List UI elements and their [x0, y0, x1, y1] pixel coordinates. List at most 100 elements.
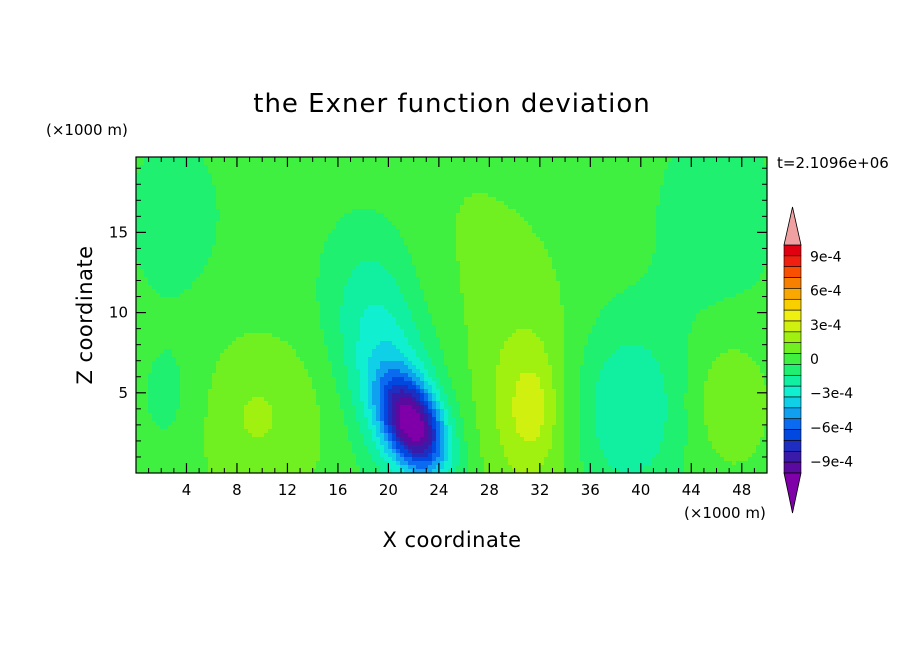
field-cell: [212, 197, 217, 202]
field-cell: [312, 185, 317, 190]
field-cell: [144, 225, 149, 230]
field-cell: [244, 209, 249, 214]
field-cell: [512, 229, 517, 234]
field-cell: [184, 165, 189, 170]
field-cell: [276, 165, 281, 170]
field-cell: [568, 205, 573, 210]
field-cell: [392, 281, 397, 286]
field-cell: [236, 189, 241, 194]
field-cell: [572, 213, 577, 218]
field-cell: [632, 233, 637, 238]
field-cell: [400, 273, 405, 278]
field-cell: [572, 201, 577, 206]
field-cell: [468, 233, 473, 238]
field-cell: [356, 169, 361, 174]
field-cell: [204, 169, 209, 174]
field-cell: [264, 193, 269, 198]
field-cell: [364, 161, 369, 166]
field-cell: [620, 241, 625, 246]
field-cell: [480, 201, 485, 206]
field-cell: [764, 217, 767, 222]
field-cell: [292, 173, 297, 178]
field-cell: [188, 277, 193, 282]
field-cell: [716, 241, 721, 246]
field-cell: [404, 181, 409, 186]
field-cell: [224, 189, 229, 194]
field-cell: [324, 265, 329, 270]
field-cell: [392, 157, 397, 162]
field-cell: [296, 185, 301, 190]
field-cell: [204, 205, 209, 210]
field-cell: [212, 173, 217, 178]
field-cell: [252, 253, 257, 258]
field-cell: [160, 157, 165, 162]
field-cell: [660, 205, 665, 210]
field-cell: [528, 253, 533, 258]
field-cell: [280, 225, 285, 230]
field-cell: [284, 201, 289, 206]
field-cell: [144, 189, 149, 194]
field-cell: [496, 233, 501, 238]
field-cell: [760, 173, 765, 178]
field-cell: [172, 213, 177, 218]
field-cell: [220, 217, 225, 222]
field-cell: [348, 241, 353, 246]
field-cell: [336, 197, 341, 202]
field-cell: [532, 253, 537, 258]
field-cell: [572, 185, 577, 190]
field-cell: [732, 257, 737, 262]
field-cell: [280, 181, 285, 186]
field-cell: [460, 213, 465, 218]
field-cell: [764, 277, 767, 282]
field-cell: [356, 241, 361, 246]
field-cell: [432, 221, 437, 226]
field-cell: [268, 165, 273, 170]
field-cell: [512, 201, 517, 206]
field-cell: [572, 253, 577, 258]
field-cell: [472, 253, 477, 258]
field-cell: [476, 249, 481, 254]
field-cell: [276, 217, 281, 222]
field-cell: [720, 185, 725, 190]
field-cell: [480, 189, 485, 194]
field-cell: [660, 161, 665, 166]
field-cell: [548, 161, 553, 166]
field-cell: [328, 209, 333, 214]
field-cell: [544, 261, 549, 266]
field-cell: [748, 157, 753, 162]
field-cell: [428, 209, 433, 214]
field-cell: [440, 213, 445, 218]
field-cell: [464, 245, 469, 250]
field-cell: [308, 189, 313, 194]
field-cell: [444, 225, 449, 230]
field-cell: [404, 201, 409, 206]
field-cell: [252, 277, 257, 282]
field-cell: [668, 165, 673, 170]
field-cell: [168, 249, 173, 254]
field-cell: [440, 237, 445, 242]
field-cell: [252, 281, 257, 286]
field-cell: [752, 265, 757, 270]
field-cell: [364, 265, 369, 270]
field-cell: [296, 233, 301, 238]
field-cell: [512, 165, 517, 170]
field-cell: [756, 193, 761, 198]
field-cell: [644, 277, 649, 282]
field-cell: [244, 225, 249, 230]
field-cell: [508, 249, 513, 254]
field-cell: [708, 161, 713, 166]
field-cell: [640, 205, 645, 210]
field-cell: [420, 205, 425, 210]
field-cell: [532, 181, 537, 186]
field-cell: [612, 173, 617, 178]
field-cell: [468, 169, 473, 174]
field-cell: [152, 169, 157, 174]
field-cell: [248, 173, 253, 178]
field-cell: [544, 161, 549, 166]
field-cell: [360, 217, 365, 222]
field-cell: [160, 217, 165, 222]
field-cell: [480, 281, 485, 286]
field-cell: [436, 197, 441, 202]
field-cell: [684, 233, 689, 238]
